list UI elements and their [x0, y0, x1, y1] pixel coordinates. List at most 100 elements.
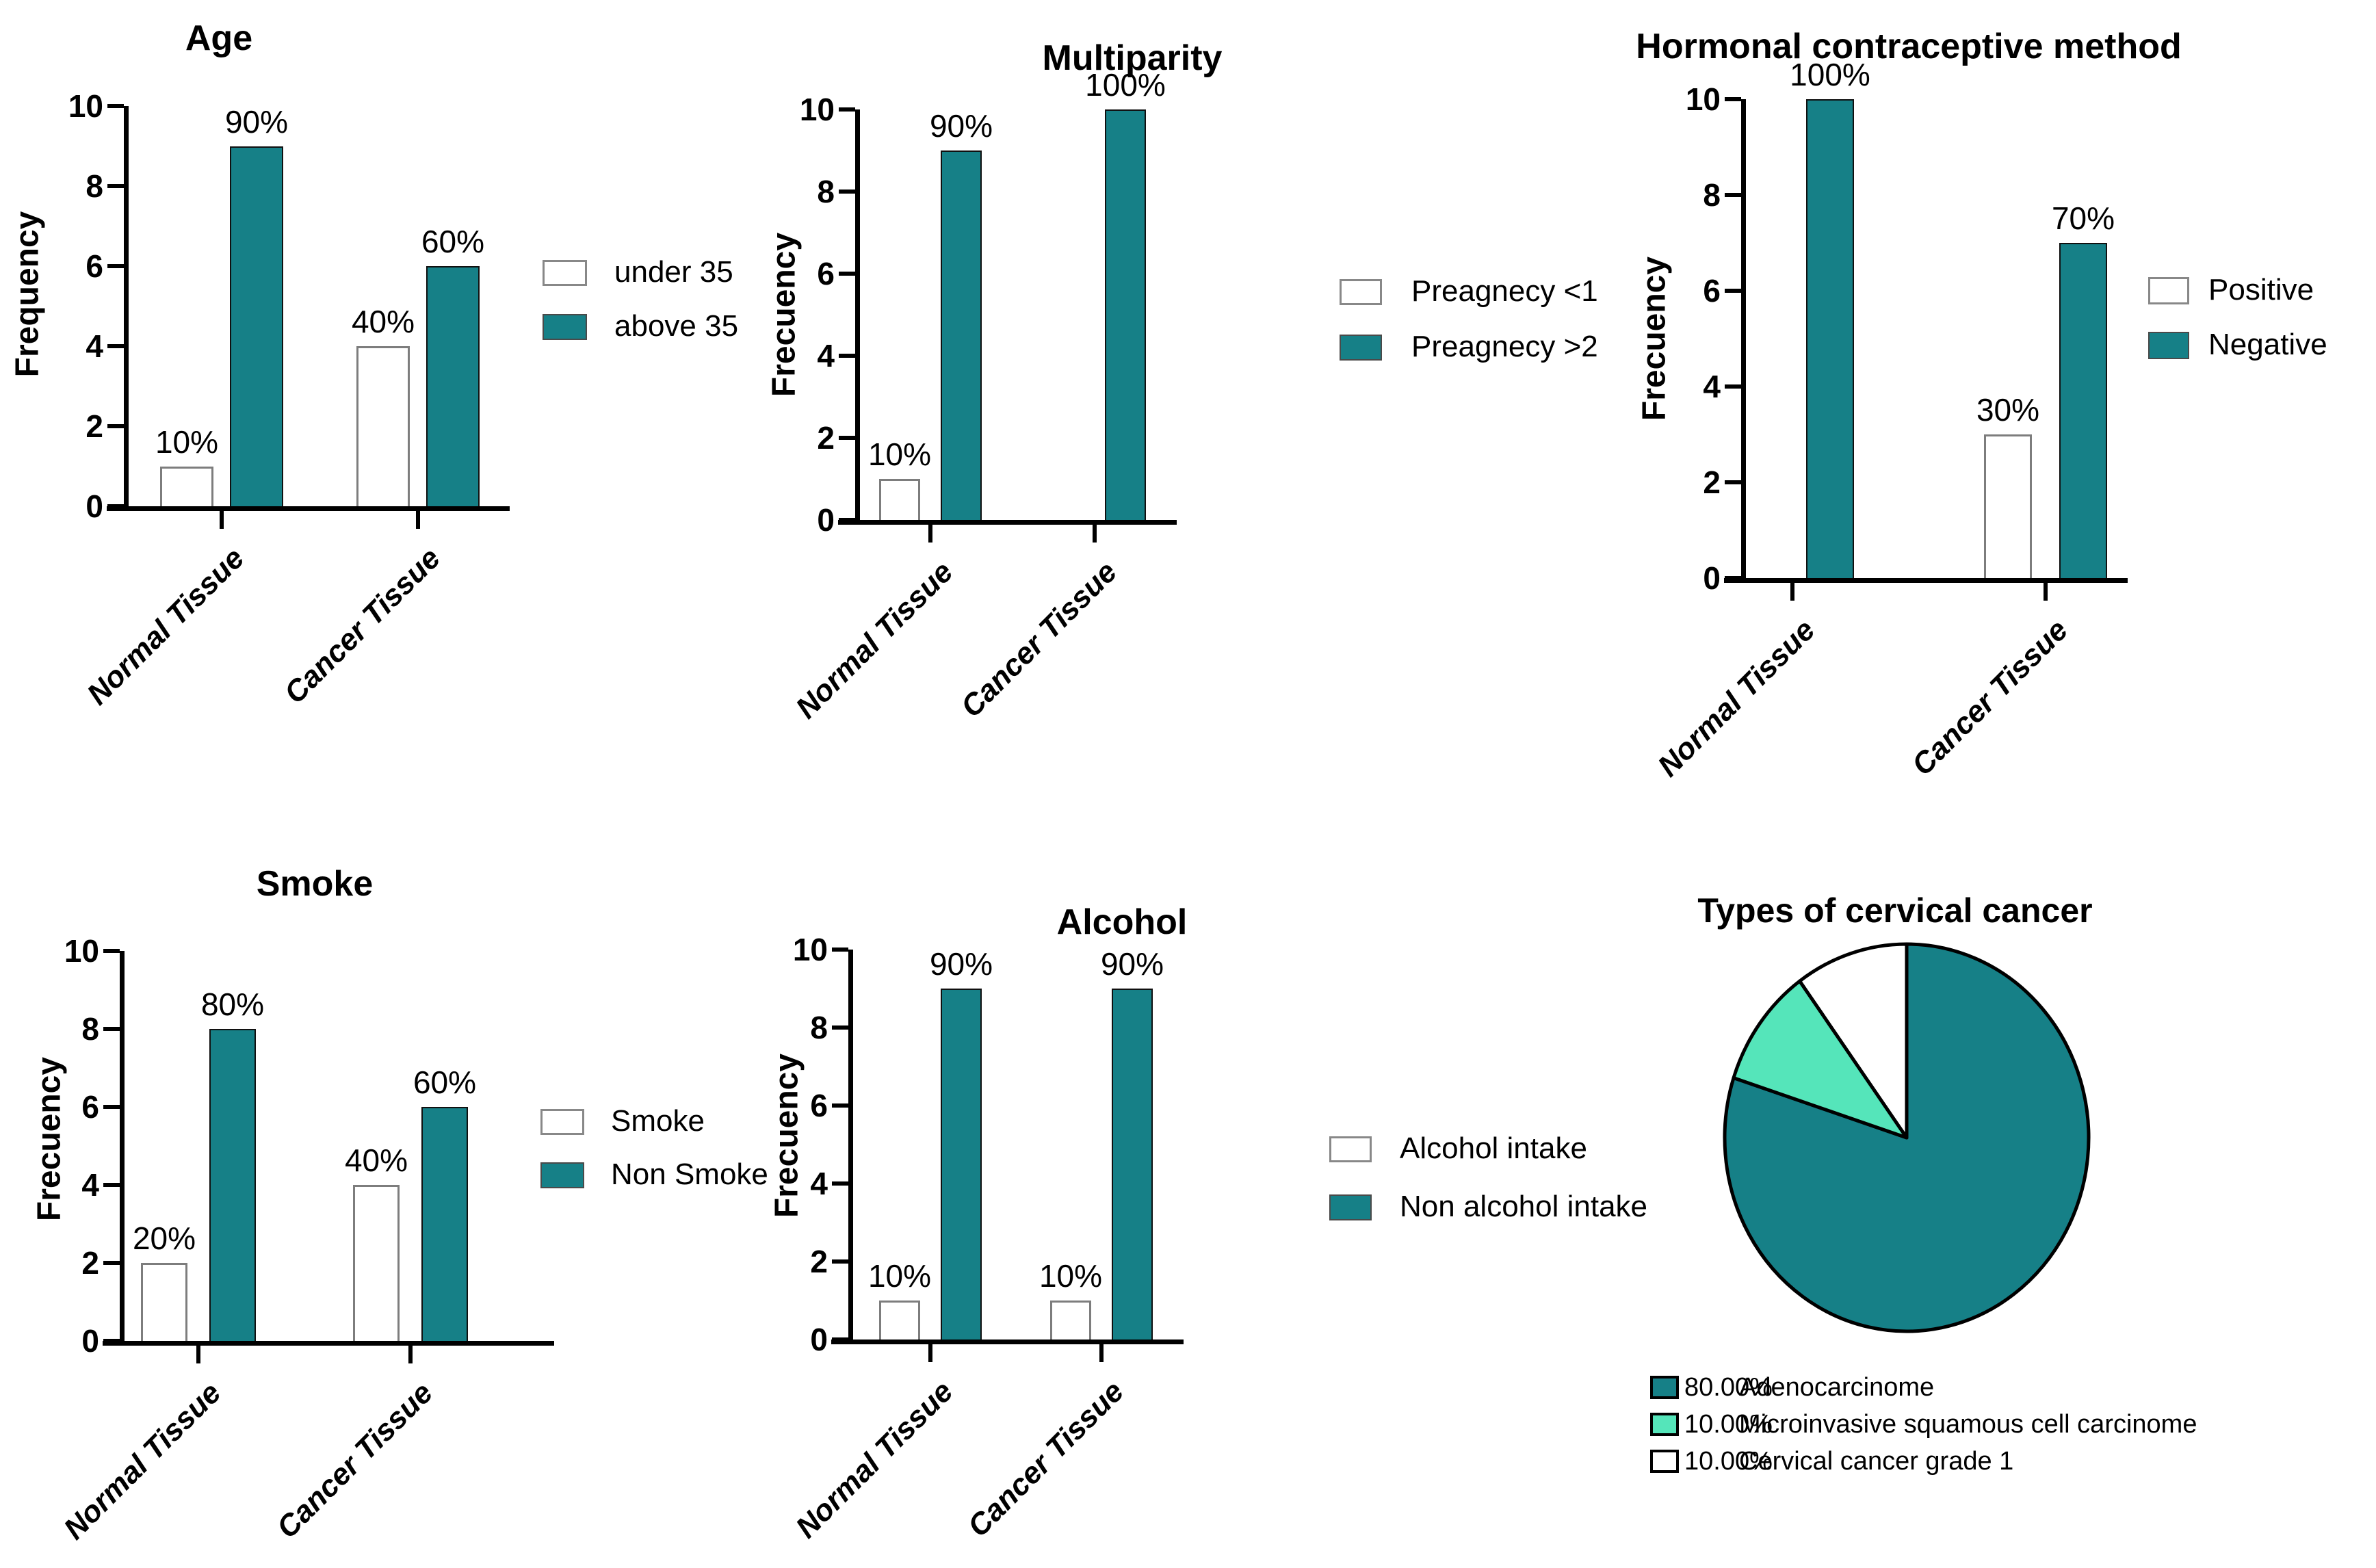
- legend-swatch: [2148, 332, 2189, 359]
- y-tick-label: 2: [810, 1244, 828, 1279]
- y-tick: [103, 1027, 120, 1031]
- bar-value-label: 60%: [413, 1064, 477, 1100]
- y-tick: [1725, 384, 1741, 389]
- bar-value-label: 100%: [1085, 67, 1166, 103]
- x-axis: [103, 1341, 554, 1346]
- bar: [230, 146, 283, 509]
- y-tick-label: 4: [810, 1166, 828, 1201]
- x-tick: [2044, 583, 2048, 601]
- bar-value-label: 80%: [200, 986, 265, 1022]
- y-tick: [839, 107, 855, 112]
- y-tick-label: 10: [792, 932, 828, 967]
- bar: [160, 466, 213, 509]
- y-tick: [839, 436, 855, 440]
- x-tick: [1099, 1344, 1104, 1362]
- x-tick: [220, 511, 224, 529]
- pie-slice: [1798, 942, 1909, 1140]
- y-tick-label: 6: [81, 1089, 99, 1125]
- bar: [1984, 434, 2032, 581]
- legend-label: Smoke: [611, 1104, 705, 1138]
- y-tick-label: 2: [817, 420, 835, 456]
- y-tick: [839, 518, 855, 522]
- legend-label: Preagnecy <1: [1411, 274, 1598, 308]
- y-tick-label: 4: [86, 328, 103, 364]
- y-tick: [103, 1339, 120, 1343]
- legend-swatch: [1340, 279, 1382, 305]
- y-tick-label: 0: [86, 488, 103, 524]
- pie-legend-percent: 10.00%: [1684, 1447, 1773, 1476]
- y-tick: [1725, 97, 1741, 101]
- legend-swatch: [2148, 277, 2189, 304]
- y-tick-label: 10: [799, 92, 835, 127]
- bar: [1105, 109, 1146, 523]
- y-tick-label: 0: [81, 1323, 99, 1359]
- y-tick-label: 2: [1703, 465, 1721, 500]
- legend-label: Negative: [2208, 328, 2327, 361]
- x-tick: [1093, 525, 1097, 543]
- y-tick-label: 6: [86, 248, 103, 284]
- y-tick-label: 10: [68, 88, 103, 124]
- x-tick: [416, 511, 420, 529]
- bar-value-label: 10%: [867, 436, 932, 472]
- bar-value-label: 20%: [132, 1220, 196, 1256]
- bar-value-label: 10%: [155, 423, 219, 460]
- chart-title: Multiparity: [1042, 38, 1223, 78]
- x-tick: [1790, 583, 1794, 601]
- y-tick-label: 4: [1703, 369, 1721, 404]
- legend-swatch: [540, 1162, 584, 1188]
- y-tick-label: 10: [1685, 81, 1721, 117]
- y-tick-label: 8: [1703, 177, 1721, 213]
- legend-swatch: [1329, 1136, 1372, 1162]
- x-tick: [928, 1344, 932, 1362]
- x-axis: [831, 1340, 1184, 1344]
- bar-value-label: 100%: [1790, 57, 1870, 92]
- x-tick: [408, 1346, 413, 1363]
- pie-legend-label: Microinvasive squamous cell carcinome: [1739, 1410, 2197, 1439]
- y-tick: [1725, 480, 1741, 484]
- legend-swatch: [1329, 1194, 1372, 1220]
- y-tick: [107, 424, 124, 428]
- y-tick: [832, 1337, 848, 1342]
- y-tick-label: 0: [817, 502, 835, 538]
- pie-legend-swatch: [1650, 1413, 1679, 1436]
- bar: [421, 1107, 468, 1344]
- y-tick: [832, 1025, 848, 1030]
- pie-legend-label: Adenocarcinome: [1739, 1373, 1935, 1402]
- bar: [879, 479, 920, 523]
- bar-value-label: 90%: [929, 946, 993, 982]
- y-tick: [107, 504, 124, 508]
- y-tick-label: 0: [810, 1322, 828, 1357]
- y-tick: [103, 1105, 120, 1109]
- legend-label: Non alcohol intake: [1400, 1190, 1648, 1223]
- x-axis: [838, 520, 1177, 525]
- pie-slice: [1732, 979, 1909, 1140]
- y-tick-label: 6: [810, 1088, 828, 1123]
- y-axis: [120, 951, 125, 1346]
- y-tick: [103, 1183, 120, 1187]
- y-tick: [832, 1259, 848, 1264]
- legend-label: under 35: [614, 255, 733, 289]
- bar: [209, 1029, 256, 1344]
- bar-value-label: 70%: [2051, 200, 2115, 236]
- y-tick-label: 8: [810, 1010, 828, 1045]
- y-tick-label: 8: [86, 168, 103, 204]
- pie-legend-swatch: [1650, 1376, 1679, 1399]
- x-axis: [1724, 578, 2128, 583]
- x-tick: [928, 525, 932, 543]
- bar: [879, 1301, 920, 1342]
- bar: [2059, 243, 2107, 581]
- y-tick-label: 4: [817, 338, 835, 374]
- y-axis: [855, 109, 860, 525]
- bar-value-label: 90%: [929, 108, 993, 144]
- y-tick-label: 6: [1703, 273, 1721, 309]
- y-tick-label: 8: [817, 174, 835, 209]
- bar-value-label: 60%: [421, 224, 485, 259]
- y-tick: [839, 354, 855, 358]
- y-tick-label: 8: [81, 1011, 99, 1047]
- y-tick: [832, 948, 848, 952]
- bar: [941, 989, 982, 1342]
